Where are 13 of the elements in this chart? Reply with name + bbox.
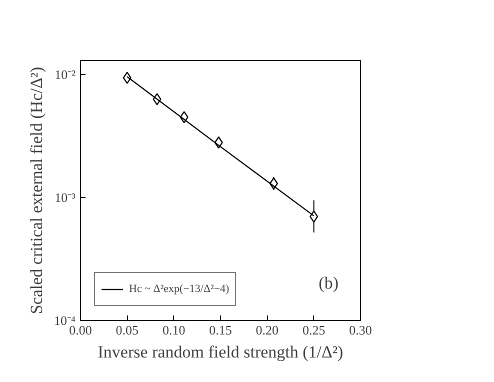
x-tick-label: 0.00 (69, 322, 92, 338)
x-tick-label: 0.05 (116, 322, 139, 338)
x-tick-label: 0.30 (349, 322, 372, 338)
x-tick-label: 0.10 (162, 322, 186, 338)
x-tick-label: 0.20 (256, 322, 279, 338)
y-axis-title: Scaled critical external field (Hc/Δ²) (26, 66, 46, 314)
y-tick-label: 10⁻³ (54, 190, 76, 206)
x-tick-label: 0.25 (302, 322, 326, 338)
y-tick-label: 10⁻² (54, 67, 76, 82)
x-tick-label: 0.15 (209, 322, 232, 338)
legend-label: Hc ~ Δ²exp(−13/Δ²−4) (129, 283, 230, 295)
annotation: (b) (318, 274, 339, 292)
x-axis-title: Inverse random field strength (1/Δ²) (98, 342, 344, 362)
